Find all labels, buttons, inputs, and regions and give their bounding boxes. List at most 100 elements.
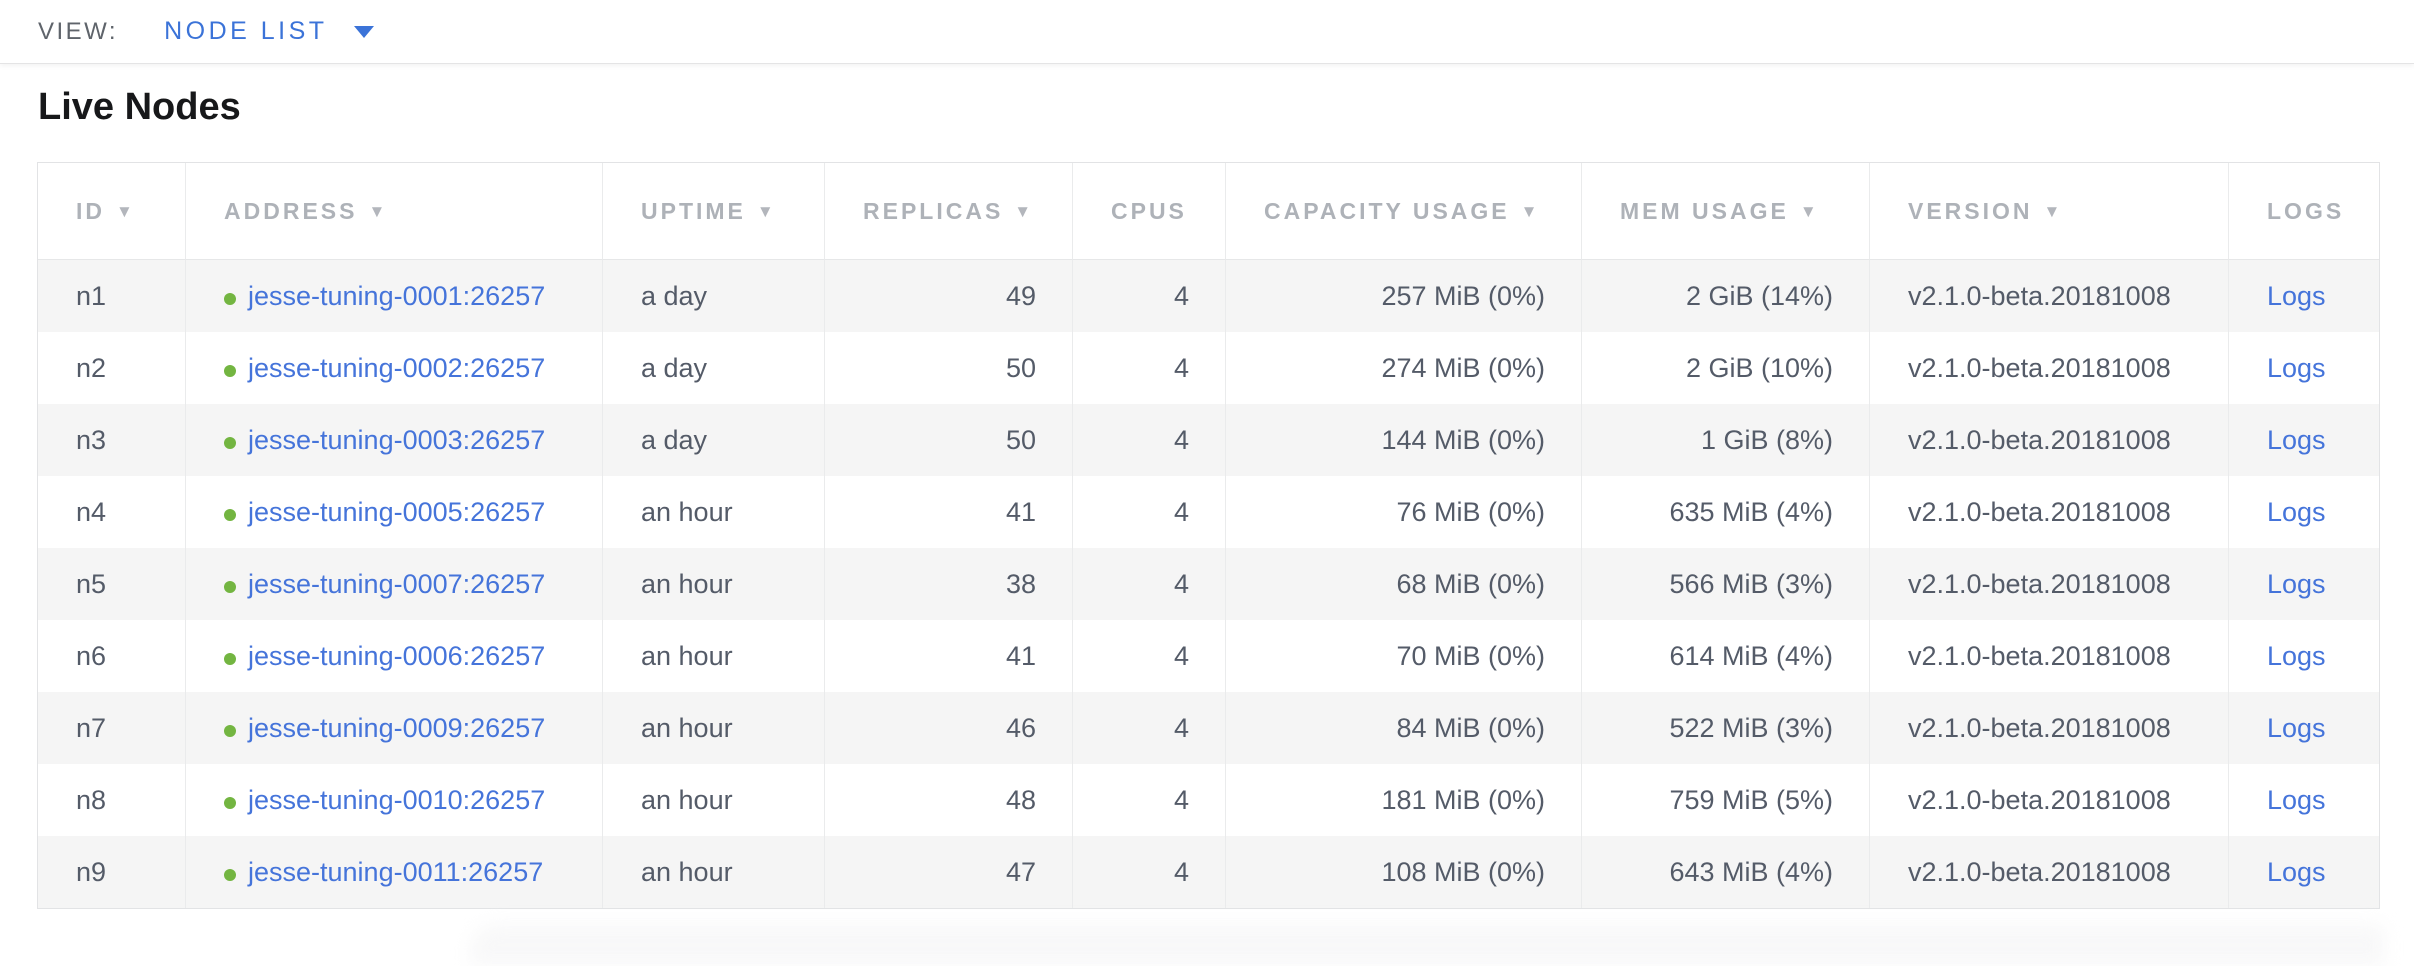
uptime-value: a day	[641, 280, 708, 311]
node-logs-link[interactable]: Logs	[2267, 352, 2326, 383]
mem-usage-cell: 2 GiB (10%)	[1581, 332, 1869, 404]
logs-cell: Logs	[2228, 836, 2379, 908]
node-address-link[interactable]: jesse-tuning-0005:26257	[248, 496, 546, 527]
capacity-usage-cell: 68 MiB (0%)	[1225, 548, 1581, 620]
node-address-link[interactable]: jesse-tuning-0006:26257	[248, 640, 546, 671]
live-status-dot-icon	[224, 508, 236, 521]
node-logs-link[interactable]: Logs	[2267, 280, 2326, 311]
capacity-usage-cell: 144 MiB (0%)	[1225, 404, 1581, 476]
node-logs-link[interactable]: Logs	[2267, 784, 2326, 815]
sort-descending-icon: ▼	[756, 201, 777, 221]
address-cell: jesse-tuning-0005:26257	[185, 476, 602, 548]
node-address-link[interactable]: jesse-tuning-0001:26257	[248, 280, 546, 311]
version-cell: v2.1.0-beta.20181008	[1869, 404, 2228, 476]
cpus-value: 4	[1173, 784, 1189, 815]
node-logs-link[interactable]: Logs	[2267, 568, 2326, 599]
uptime-cell: an hour	[602, 764, 824, 836]
sort-descending-icon: ▼	[1799, 201, 1820, 221]
id-cell: n4	[38, 476, 185, 548]
column-header-address[interactable]: ADDRESS ▼	[185, 163, 602, 260]
live-status-dot-icon	[224, 724, 236, 737]
node-logs-link[interactable]: Logs	[2267, 424, 2326, 455]
replicas-value: 46	[1005, 712, 1036, 743]
uptime-value: an hour	[641, 496, 733, 527]
uptime-cell: a day	[602, 260, 824, 332]
table-row: n4 jesse-tuning-0005:26257 an hour 41 4 76 Mi…	[38, 476, 2379, 548]
version-value: v2.1.0-beta.20181008	[1908, 424, 2171, 455]
mem-usage-value: 566 MiB (3%)	[1669, 568, 1833, 599]
node-address-link[interactable]: jesse-tuning-0002:26257	[248, 352, 546, 383]
view-selector-value: NODE LIST	[164, 17, 328, 45]
node-address-link[interactable]: jesse-tuning-0011:26257	[248, 856, 544, 887]
uptime-value: an hour	[641, 712, 733, 743]
id-cell: n5	[38, 548, 185, 620]
node-logs-link[interactable]: Logs	[2267, 496, 2326, 527]
column-header-label: CAPACITY USAGE	[1264, 197, 1510, 224]
id-value: n6	[76, 640, 107, 671]
node-logs-link[interactable]: Logs	[2267, 712, 2326, 743]
uptime-cell: an hour	[602, 836, 824, 908]
column-header-label: VERSION	[1908, 197, 2033, 224]
column-header-version[interactable]: VERSION ▼	[1869, 163, 2228, 260]
uptime-value: an hour	[641, 784, 733, 815]
replicas-value: 47	[1005, 856, 1036, 887]
uptime-cell: an hour	[602, 620, 824, 692]
column-header-capacity-usage[interactable]: CAPACITY USAGE ▼	[1225, 163, 1581, 260]
cpus-cell: 4	[1072, 476, 1225, 548]
cpus-cell: 4	[1072, 548, 1225, 620]
version-cell: v2.1.0-beta.20181008	[1869, 764, 2228, 836]
node-address-link[interactable]: jesse-tuning-0009:26257	[248, 712, 546, 743]
uptime-cell: a day	[602, 332, 824, 404]
capacity-usage-cell: 70 MiB (0%)	[1225, 620, 1581, 692]
id-value: n8	[76, 784, 107, 815]
capacity-usage-value: 181 MiB (0%)	[1381, 784, 1545, 815]
node-address-link[interactable]: jesse-tuning-0007:26257	[248, 568, 546, 599]
version-cell: v2.1.0-beta.20181008	[1869, 836, 2228, 908]
column-header-uptime[interactable]: UPTIME ▼	[602, 163, 824, 260]
live-status-dot-icon	[224, 796, 236, 809]
node-address-link[interactable]: jesse-tuning-0010:26257	[248, 784, 546, 815]
replicas-cell: 38	[824, 548, 1072, 620]
live-status-dot-icon	[224, 868, 236, 881]
cpus-value: 4	[1173, 352, 1189, 383]
version-cell: v2.1.0-beta.20181008	[1869, 476, 2228, 548]
version-value: v2.1.0-beta.20181008	[1908, 856, 2171, 887]
cpus-cell: 4	[1072, 692, 1225, 764]
id-value: n1	[76, 280, 107, 311]
column-header-label: LOGS	[2267, 197, 2345, 224]
version-value: v2.1.0-beta.20181008	[1908, 784, 2171, 815]
view-selector-dropdown[interactable]: NODE LIST	[164, 17, 374, 46]
logs-cell: Logs	[2228, 404, 2379, 476]
column-header-replicas[interactable]: REPLICAS ▼	[824, 163, 1072, 260]
node-address-link[interactable]: jesse-tuning-0003:26257	[248, 424, 546, 455]
mem-usage-value: 522 MiB (3%)	[1669, 712, 1833, 743]
uptime-value: an hour	[641, 856, 733, 887]
mem-usage-value: 643 MiB (4%)	[1669, 856, 1833, 887]
capacity-usage-value: 274 MiB (0%)	[1381, 352, 1545, 383]
capacity-usage-value: 76 MiB (0%)	[1396, 496, 1545, 527]
node-logs-link[interactable]: Logs	[2267, 640, 2326, 671]
node-logs-link[interactable]: Logs	[2267, 856, 2326, 887]
address-cell: jesse-tuning-0011:26257	[185, 836, 602, 908]
column-header-mem-usage[interactable]: MEM USAGE ▼	[1581, 163, 1869, 260]
version-cell: v2.1.0-beta.20181008	[1869, 692, 2228, 764]
column-header-label: ID	[76, 197, 105, 224]
id-value: n7	[76, 712, 107, 743]
cpus-cell: 4	[1072, 836, 1225, 908]
column-header-id[interactable]: ID ▼	[38, 163, 185, 260]
capacity-usage-value: 68 MiB (0%)	[1396, 568, 1545, 599]
version-value: v2.1.0-beta.20181008	[1908, 496, 2171, 527]
cpus-cell: 4	[1072, 620, 1225, 692]
mem-usage-cell: 643 MiB (4%)	[1581, 836, 1869, 908]
replicas-cell: 46	[824, 692, 1072, 764]
live-nodes-table: ID ▼ ADDRESS ▼ UPTIME ▼ REPLICAS ▼ CPUS CAPACITY …	[37, 162, 2380, 909]
uptime-value: an hour	[641, 640, 733, 671]
cpus-value: 4	[1173, 280, 1189, 311]
capacity-usage-value: 84 MiB (0%)	[1396, 712, 1545, 743]
logs-cell: Logs	[2228, 260, 2379, 332]
capacity-usage-value: 70 MiB (0%)	[1396, 640, 1545, 671]
replicas-cell: 47	[824, 836, 1072, 908]
version-cell: v2.1.0-beta.20181008	[1869, 332, 2228, 404]
capacity-usage-cell: 108 MiB (0%)	[1225, 836, 1581, 908]
address-cell: jesse-tuning-0009:26257	[185, 692, 602, 764]
